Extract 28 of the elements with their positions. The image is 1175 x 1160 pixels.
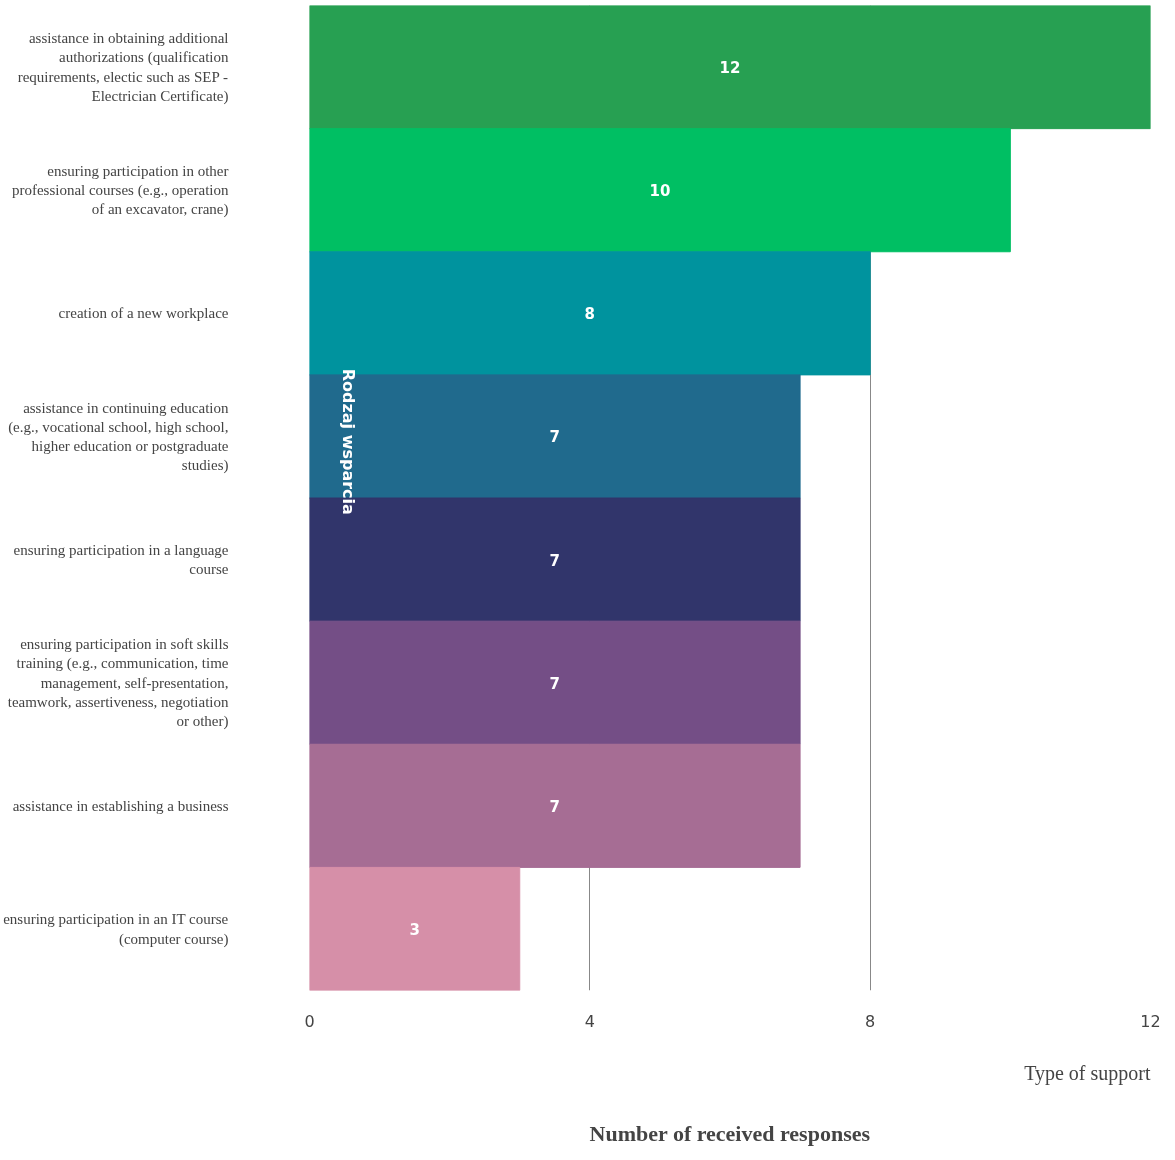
y-tick-label: assistance in continuing education (e.g., vocational school, high school, higher education or postgraduate studies) [8,399,229,475]
data-label: 7 [549,551,561,570]
y-tick-label: assistance in establishing a business [12,797,229,814]
y-tick-label: ensuring participation in soft skills training (e.g., communication, time management, self-presentation, teamwork, assertiveness, negotiation or other) [7,636,229,731]
x-tick-label: 8 [865,1011,876,1031]
y-tick-label: assistance in obtaining additional authorizations (qualification requirements, electic such as SEP - Electrician Certificate) [17,30,229,105]
y-tick-label: ensuring participation in an IT course (computer course) [3,911,229,948]
text: Type of support [1024,1061,1151,1085]
data-label: 12 [719,59,741,78]
x-tick-label: 0 [304,1011,315,1031]
x-tick-label: 12 [1140,1011,1161,1031]
data-label: 7 [549,428,561,447]
data-label: 7 [549,674,561,693]
bar [309,128,1011,253]
annotation: Rodzaj wsparcia [338,368,358,515]
y-tick-label: ensuring participation in other professional courses (e.g., operation of an excavator, crane) [11,162,229,219]
data-label: 8 [584,305,596,324]
x-axis-title: Number of received responses [589,1120,871,1146]
x-tick-label: 4 [584,1011,595,1031]
data-label: 3 [409,920,420,939]
data-label: 10 [649,182,671,201]
bar [309,5,1151,130]
bar [309,743,801,868]
y-tick-label: ensuring participation in a language course [13,541,229,578]
y-tick-label: creation of a new workplace [58,305,229,322]
bar [309,620,801,745]
bar [309,866,521,991]
data-label: 7 [549,797,561,816]
